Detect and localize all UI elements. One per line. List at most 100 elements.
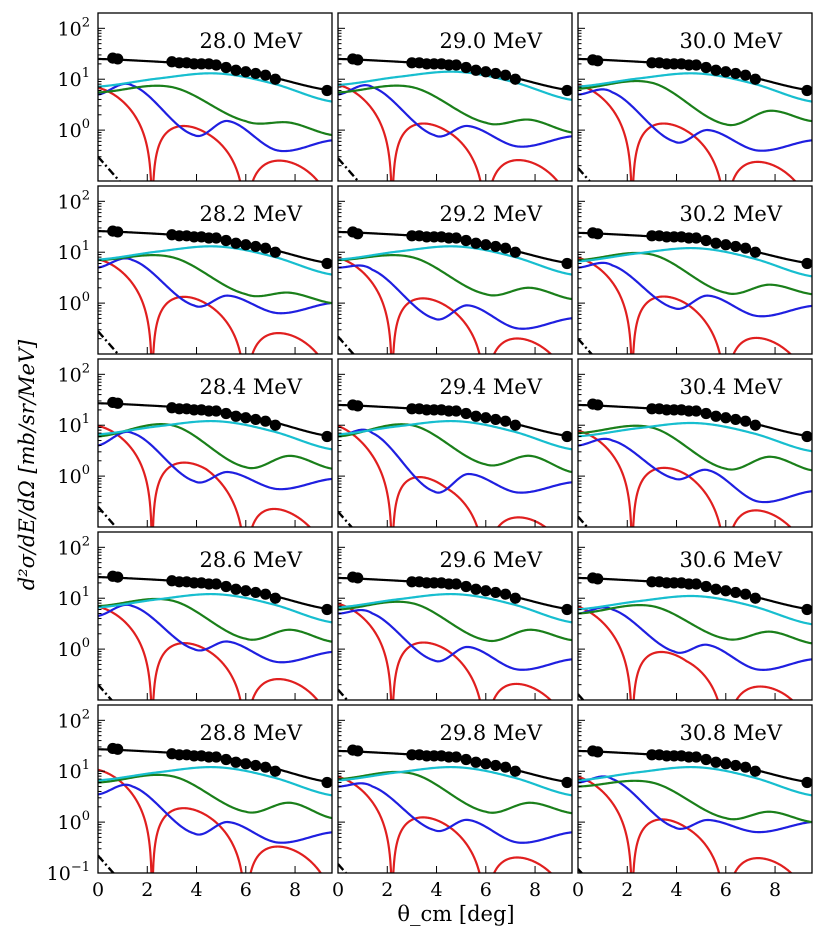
data-point: [210, 751, 222, 763]
panel-30-8-mev: 0 2 4 6 8 30.8 MeV: [572, 704, 813, 901]
data-point: [240, 412, 252, 424]
blue-curve: [338, 84, 572, 148]
data-point: [490, 413, 502, 426]
red-curve: [578, 605, 794, 700]
data-point: [210, 405, 222, 417]
data-point: [321, 84, 332, 97]
red-curve: [338, 602, 553, 700]
panel-29-8-mev: 0 2 4 6 8 29.8 MeV: [332, 704, 573, 901]
data-point: [259, 242, 272, 254]
data-point: [470, 756, 482, 768]
energy-label: 28.8 MeV: [199, 721, 302, 745]
x-tick-label: 2: [621, 879, 633, 901]
energy-label: 28.2 MeV: [199, 202, 302, 226]
data-point: [509, 765, 521, 777]
red-curve: [338, 256, 553, 354]
y-tick-label: 102: [58, 188, 90, 213]
data-point: [749, 246, 761, 258]
panel-frame: [97, 531, 333, 701]
data-point: [240, 758, 252, 770]
data-point: [730, 759, 742, 772]
blue-curve: [578, 437, 812, 504]
data-point: [470, 237, 482, 249]
energy-label: 28.4 MeV: [199, 375, 302, 399]
data-point: [480, 585, 492, 597]
data-point: [220, 61, 232, 74]
data-point: [269, 246, 281, 258]
data-point: [259, 69, 272, 81]
data-point: [470, 410, 482, 422]
energy-label: 30.6 MeV: [679, 548, 782, 572]
data-point: [730, 413, 742, 426]
panel-28-2-mev: 100 101 102 28.2 MeV: [58, 185, 333, 355]
cyan-curve: [338, 70, 572, 101]
data-point: [259, 415, 272, 427]
cyan-curve: [578, 421, 812, 453]
data-point: [700, 580, 712, 593]
green-curve: [98, 84, 332, 137]
data-point: [561, 776, 572, 789]
energy-label: 28.6 MeV: [199, 548, 302, 572]
panel-frame: [577, 531, 813, 701]
data-point: [700, 61, 712, 74]
panel-29-0-mev: 29.0 MeV: [337, 12, 573, 182]
data-point: [250, 759, 262, 772]
data-point: [749, 592, 761, 604]
energy-label: 29.6 MeV: [439, 548, 542, 572]
panel-30-0-mev: 30.0 MeV: [577, 12, 813, 182]
cyan-curve: [578, 594, 812, 626]
data-point: [690, 59, 702, 71]
data-point: [739, 588, 752, 600]
panel-frame: [337, 358, 573, 528]
panel-28-0-mev: 100 101 102 28.0 MeV: [58, 12, 333, 182]
data-point: [470, 583, 482, 595]
data-point: [490, 586, 502, 599]
red-curve: [578, 429, 792, 527]
green-curve: [338, 600, 572, 643]
panel-frame: [337, 185, 573, 355]
blue-curve: [98, 783, 332, 844]
data-point: [259, 761, 272, 773]
data-point: [321, 257, 332, 270]
data-point: [700, 407, 712, 420]
blue-curve: [578, 606, 812, 671]
panel-frame: [337, 12, 573, 182]
green-curve: [338, 423, 572, 474]
data-point: [220, 407, 232, 420]
data-point: [210, 232, 222, 244]
green-curve: [578, 424, 812, 472]
data-point: [460, 753, 472, 766]
blue-curve: [98, 603, 332, 664]
red-curve: [578, 775, 793, 873]
data-point: [490, 67, 502, 80]
data-point: [460, 234, 472, 247]
panel-frame: [97, 185, 333, 355]
panel-30-4-mev: 30.4 MeV: [577, 358, 813, 528]
green-curve: [578, 779, 812, 824]
data-point: [730, 586, 742, 599]
data-point: [710, 583, 722, 595]
data-point: [509, 592, 521, 604]
panel-frame: [97, 704, 333, 874]
red-curve: [98, 768, 323, 873]
data-point: [480, 412, 492, 424]
x-tick-label: 4: [190, 879, 202, 901]
y-tick-label: 101: [58, 239, 90, 264]
green-curve: [338, 254, 572, 301]
green-curve: [98, 773, 332, 820]
panel-28-6-mev: 100 101 102 28.6 MeV: [58, 531, 333, 701]
data-point: [460, 407, 472, 420]
blue-curve: [98, 430, 332, 491]
data-point: [710, 237, 722, 249]
data-point: [690, 405, 702, 417]
red-curve: [578, 83, 797, 181]
data-point: [460, 580, 472, 593]
data-point: [720, 758, 732, 770]
data-point: [561, 430, 572, 443]
data-point: [499, 415, 512, 427]
data-point: [240, 239, 252, 251]
cyan-curve: [98, 419, 332, 451]
data-point: [460, 61, 472, 74]
data-point: [450, 59, 462, 71]
